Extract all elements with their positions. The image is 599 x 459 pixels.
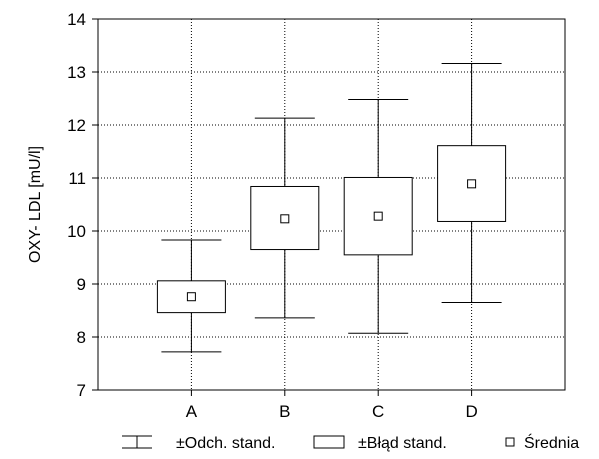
box-group-c xyxy=(343,99,413,334)
mean-marker xyxy=(280,214,290,224)
legend-item-whisker: ±Odch. stand. xyxy=(122,435,276,452)
y-tick-label: 9 xyxy=(77,275,86,294)
y-axis-ticks: 7 8 9 10 11 12 13 14 xyxy=(67,10,98,400)
y-axis-title: OXY- LDL [mU/l] xyxy=(27,146,44,263)
y-tick-label: 12 xyxy=(67,116,86,135)
legend-label: ±Odch. stand. xyxy=(176,435,276,452)
y-tick-label: 10 xyxy=(67,222,86,241)
y-tick-label: 8 xyxy=(77,328,86,347)
x-tick-label: D xyxy=(465,402,477,421)
x-tick-label: C xyxy=(372,402,384,421)
legend-mean-icon xyxy=(505,437,515,447)
legend-box-icon xyxy=(313,435,345,449)
box-group-a xyxy=(156,239,226,353)
mean-marker xyxy=(467,179,477,189)
box-group-d xyxy=(437,63,507,304)
x-tick-label: A xyxy=(186,402,198,421)
y-tick-label: 11 xyxy=(68,169,86,188)
plot-frame xyxy=(97,18,566,391)
box-group-b xyxy=(250,117,320,319)
y-tick-label: 7 xyxy=(77,381,86,400)
y-tick-label: 14 xyxy=(67,10,86,29)
legend-item-mean: Średnia xyxy=(505,433,579,452)
x-axis-ticks: A B C D xyxy=(186,390,478,421)
legend-item-box: ±Błąd stand. xyxy=(313,435,447,452)
legend-label: Średnia xyxy=(524,433,579,452)
legend: ±Odch. stand. ±Błąd stand. Średnia xyxy=(122,433,579,452)
box-plot-groups xyxy=(156,63,507,353)
x-tick-label: B xyxy=(279,402,290,421)
y-tick-label: 13 xyxy=(67,63,86,82)
mean-marker xyxy=(186,292,196,302)
legend-label: ±Błąd stand. xyxy=(358,435,447,452)
mean-marker xyxy=(373,211,383,221)
